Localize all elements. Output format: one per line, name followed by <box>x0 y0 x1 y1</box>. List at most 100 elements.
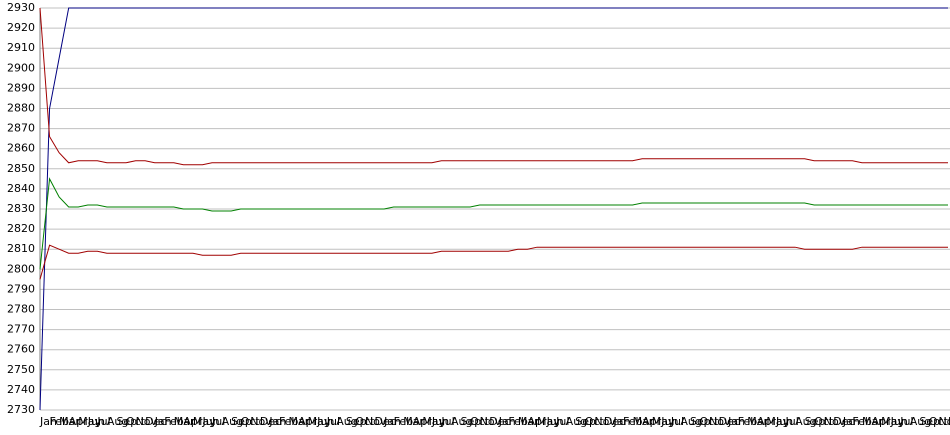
x-tick-label: Apr <box>872 415 892 428</box>
series-line <box>39 7 948 411</box>
y-tick-label: 2890 <box>7 81 35 94</box>
x-tick-label: Jun <box>546 415 564 428</box>
y-tick-label: 2740 <box>7 383 35 396</box>
x-tick-label: Feb <box>508 415 527 428</box>
y-tick-label: 2760 <box>7 343 35 356</box>
x-tick-label: Jul <box>670 415 684 428</box>
x-tick-label: Aug <box>336 415 357 428</box>
x-tick-label: Mar <box>862 415 883 428</box>
y-tick-label: 2730 <box>7 403 35 416</box>
x-tick-label: May <box>652 415 675 428</box>
x-tick-label: Dec <box>260 415 281 428</box>
x-tick-label: Mar <box>174 415 195 428</box>
y-tick-label: 2860 <box>7 142 35 155</box>
y-tick-label: 2770 <box>7 323 35 336</box>
x-tick-label: May <box>193 415 216 428</box>
y-tick-label: 2790 <box>7 282 35 295</box>
x-tick-label: Feb <box>738 415 757 428</box>
x-tick-label: Sep <box>231 415 252 428</box>
x-tick-label: Mar <box>289 415 310 428</box>
x-tick-label: Jun <box>87 415 105 428</box>
y-tick-label: 2850 <box>7 162 35 175</box>
x-tick-label: May <box>422 415 445 428</box>
x-tick-label: Jul <box>899 415 913 428</box>
x-tick-label: May <box>766 415 789 428</box>
x-tick-label: Jun <box>201 415 219 428</box>
x-tick-label: Jan <box>268 415 286 428</box>
y-tick-label: 2830 <box>7 202 35 215</box>
x-tick-label: Sep <box>461 415 482 428</box>
x-tick-label: Feb <box>394 415 413 428</box>
x-tick-label: Apr <box>413 415 433 428</box>
x-tick-label: May <box>537 415 560 428</box>
x-tick-label: Sep <box>690 415 711 428</box>
x-tick-label: Jul <box>326 415 340 428</box>
x-tick-label: May <box>881 415 904 428</box>
x-tick-label: Jan <box>498 415 516 428</box>
x-tick-label: Feb <box>852 415 871 428</box>
x-tick-label: Feb <box>50 415 69 428</box>
x-tick-label: Jul <box>440 415 454 428</box>
y-tick-label: 2870 <box>7 122 35 135</box>
x-tick-label: Sep <box>346 415 367 428</box>
x-tick-label: Nov <box>136 415 158 428</box>
x-tick-label: Nov <box>709 415 731 428</box>
x-tick-label: Oct <box>814 415 834 428</box>
x-tick-label: Oct <box>585 415 605 428</box>
y-tick-label: 2920 <box>7 21 35 34</box>
y-tick-label: 2800 <box>7 262 35 275</box>
x-tick-label: Feb <box>164 415 183 428</box>
x-tick-label: Jul <box>96 415 110 428</box>
x-tick-label: Jul <box>211 415 225 428</box>
y-tick-label: 2840 <box>7 182 35 195</box>
y-tick-label: 2910 <box>7 41 35 54</box>
x-tick-label: Dec <box>145 415 166 428</box>
y-tick-label: 2750 <box>7 363 35 376</box>
x-tick-label: Jun <box>316 415 334 428</box>
x-tick-label: Mar <box>518 415 539 428</box>
y-tick-label: 2810 <box>7 242 35 255</box>
y-tick-label: 2820 <box>7 222 35 235</box>
x-tick-label: Dec <box>719 415 740 428</box>
x-tick-label: Apr <box>642 415 662 428</box>
x-tick-label: Jun <box>890 415 908 428</box>
x-tick-label: Jun <box>775 415 793 428</box>
x-tick-label: Jan <box>612 415 630 428</box>
x-tick-label: Nov <box>365 415 387 428</box>
x-tick-label: Jan <box>154 415 172 428</box>
x-tick-label: Mar <box>403 415 424 428</box>
y-tick-label: 2880 <box>7 102 35 115</box>
x-tick-label: Jan <box>39 415 57 428</box>
x-tick-label: Aug <box>680 415 701 428</box>
x-tick-label: Oct <box>470 415 490 428</box>
x-tick-label: Aug <box>222 415 243 428</box>
x-tick-label: Dec <box>604 415 625 428</box>
x-tick-label: Jan <box>842 415 860 428</box>
x-tick-label: Apr <box>757 415 777 428</box>
x-tick-label: Sep <box>575 415 596 428</box>
x-tick-label: Jun <box>431 415 449 428</box>
x-tick-label: Nov <box>250 415 272 428</box>
x-tick-label: Feb <box>279 415 298 428</box>
x-tick-label: Feb <box>623 415 642 428</box>
x-tick-label: Aug <box>910 415 931 428</box>
x-tick-label: Sep <box>805 415 826 428</box>
y-tick-label: 2900 <box>7 61 35 74</box>
x-tick-label: Dec <box>833 415 854 428</box>
x-tick-label: Dec <box>489 415 510 428</box>
x-tick-label: Apr <box>298 415 318 428</box>
x-tick-label: Oct <box>355 415 375 428</box>
x-tick-label: Nov <box>480 415 502 428</box>
x-tick-label: Mar <box>747 415 768 428</box>
y-tick-label: 2780 <box>7 303 35 316</box>
x-tick-label: Sep <box>116 415 137 428</box>
x-tick-label: Nov <box>594 415 616 428</box>
x-tick-label: May <box>78 415 101 428</box>
y-tick-label: 2930 <box>7 1 35 14</box>
x-tick-label: Apr <box>183 415 203 428</box>
x-tick-label: Mar <box>633 415 654 428</box>
series-line <box>39 177 948 270</box>
x-tick-label: Jul <box>555 415 569 428</box>
x-tick-label: Oct <box>126 415 146 428</box>
